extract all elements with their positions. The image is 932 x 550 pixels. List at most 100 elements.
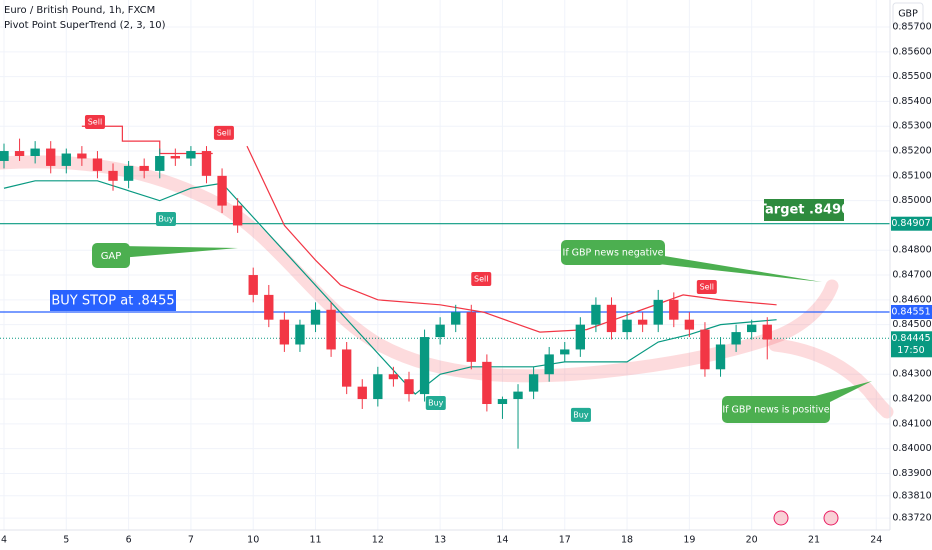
price-level-label: 0.84551 <box>891 306 930 317</box>
candle-body <box>14 151 25 156</box>
signal-label: Buy <box>573 410 589 419</box>
y-tick-label: 0.85200 <box>892 146 931 157</box>
candle-body <box>482 361 492 405</box>
gap-box <box>92 243 130 268</box>
supertrend-line <box>3 180 777 395</box>
y-tick-label: 0.84100 <box>892 418 931 429</box>
countdown: 17:50 <box>897 345 924 356</box>
candle-body <box>637 319 648 325</box>
signal-marker <box>471 272 492 287</box>
y-tick-label: 0.84000 <box>892 443 931 454</box>
signal-label: Buy <box>158 214 174 223</box>
chart-title: Euro / British Pound, 1h, FXCM <box>4 5 155 16</box>
candle-body <box>232 205 243 226</box>
signal-marker <box>155 211 176 226</box>
candle-body <box>513 391 523 400</box>
candle-body <box>388 374 399 380</box>
candle-body <box>591 304 601 325</box>
y-tick-label: 0.85100 <box>892 170 931 181</box>
signal-marker <box>84 115 105 130</box>
x-tick-label: 7 <box>188 535 194 546</box>
candle-body <box>108 170 118 181</box>
candle-body <box>170 155 181 159</box>
y-tick-label: 0.84200 <box>892 394 931 405</box>
candle-body <box>248 275 258 295</box>
candle-body <box>326 309 336 350</box>
candle-body <box>123 165 134 181</box>
candle-body <box>622 319 632 333</box>
x-tick-label: 20 <box>746 535 758 546</box>
projection-down <box>768 338 894 419</box>
candle-body <box>279 319 290 345</box>
currency-button[interactable] <box>892 2 924 26</box>
candle-body <box>201 151 212 176</box>
buystop-text: BUY STOP at .8455 <box>51 294 174 309</box>
candle-body <box>342 349 352 387</box>
price-level-tag <box>891 216 932 231</box>
candle-body <box>560 349 570 355</box>
indicator-name: Pivot Point SuperTrend (2, 3, 10) <box>4 20 166 31</box>
x-tick-label: 11 <box>309 535 321 546</box>
positive-text: If GBP news is positive <box>722 405 829 416</box>
event-icon[interactable] <box>823 510 839 526</box>
candle-body <box>77 153 87 159</box>
x-tick-label: 12 <box>372 535 384 546</box>
y-tick-label: 0.84500 <box>892 319 931 330</box>
candle-body <box>404 379 414 395</box>
candle-body <box>762 324 772 340</box>
x-tick-label: 4 <box>1 535 7 546</box>
candle-body <box>715 344 726 370</box>
event-icon[interactable] <box>773 510 789 526</box>
candle-body <box>451 312 461 325</box>
y-tick-label: 0.84800 <box>892 245 931 256</box>
candle-body <box>606 304 617 333</box>
negative-box <box>561 240 665 265</box>
x-tick-label: 24 <box>870 535 882 546</box>
x-tick-label: 19 <box>683 535 695 546</box>
buystop-box <box>50 290 176 311</box>
plot <box>0 125 890 449</box>
signal-marker <box>570 407 591 422</box>
x-tick-label: 21 <box>808 535 820 546</box>
signal-label: Sell <box>88 118 102 127</box>
candle-body <box>497 399 508 405</box>
negative-pointer <box>640 252 822 282</box>
y-tick-label: 0.85300 <box>892 121 931 132</box>
supertrend-line <box>81 125 777 333</box>
y-tick-label: 0.85600 <box>892 46 931 57</box>
candle-body <box>684 319 695 330</box>
price-level-tag <box>891 304 932 319</box>
candle-body <box>528 374 539 392</box>
candle-body <box>295 324 305 345</box>
y-tick-label: 0.84300 <box>892 369 931 380</box>
price-level-label: 0.84445 <box>891 333 930 344</box>
signal-label: Buy <box>428 399 444 408</box>
candle-body <box>30 148 40 156</box>
candle-body <box>186 151 196 159</box>
signal-label: Sell <box>700 282 714 291</box>
candle-body <box>139 165 149 171</box>
candle-body <box>155 155 165 171</box>
x-tick-label: 14 <box>496 535 508 546</box>
candle-body <box>544 354 554 375</box>
x-tick-label: 6 <box>126 535 132 546</box>
target-text: Target .8490 <box>758 203 850 218</box>
x-tick-label: 17 <box>559 535 571 546</box>
candle-body <box>373 374 383 400</box>
candle-body <box>747 324 757 333</box>
y-tick-label: 0.83720 <box>892 513 931 524</box>
y-tick-label: 0.85500 <box>892 71 931 82</box>
candle-body <box>357 386 367 400</box>
candle-body <box>92 158 103 171</box>
signal-marker <box>213 125 234 140</box>
x-tick-label: 13 <box>434 535 446 546</box>
y-tick-label: 0.85000 <box>892 195 931 206</box>
y-tick-label: 0.83810 <box>892 490 931 501</box>
candle-body <box>217 175 227 206</box>
x-tick-label: 10 <box>247 535 259 546</box>
currency-label: GBP <box>898 9 918 20</box>
y-tick-label: 0.85700 <box>892 22 931 33</box>
candle-body <box>669 299 679 320</box>
candle-body <box>0 151 9 161</box>
